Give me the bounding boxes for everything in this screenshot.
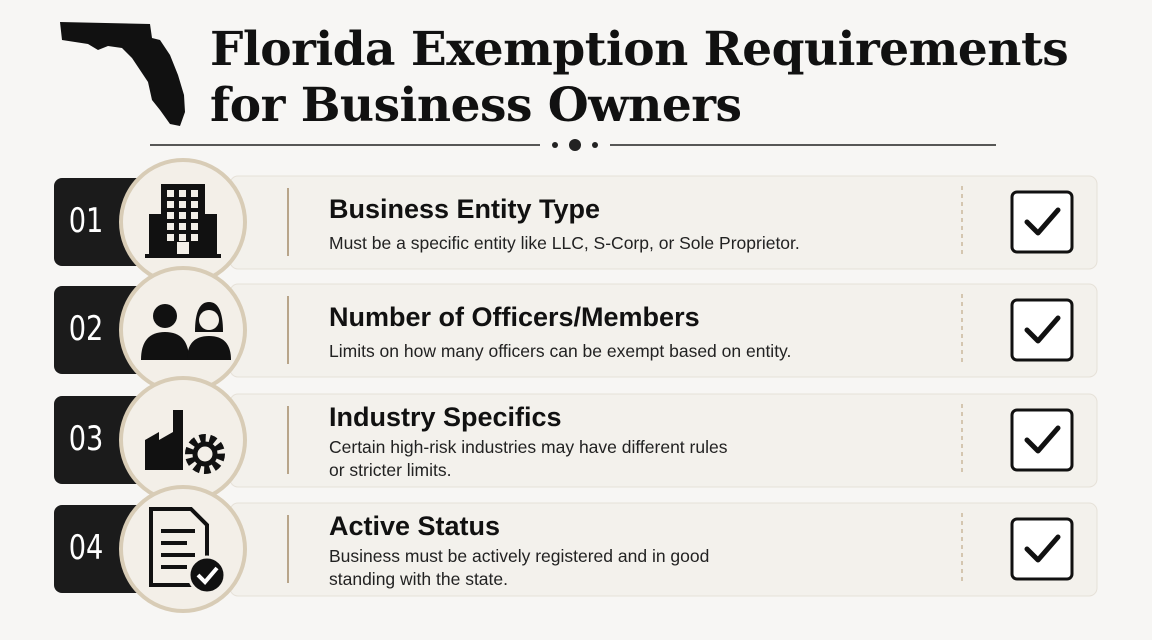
icon <box>179 201 186 208</box>
item-heading: Industry Specifics <box>329 402 562 432</box>
icon <box>153 304 177 328</box>
icon <box>187 336 231 360</box>
checkmark <box>1024 315 1061 344</box>
icon <box>177 242 189 254</box>
item-description: Business must be actively registered and… <box>329 546 710 589</box>
requirement-row <box>54 158 1098 286</box>
divider-dot <box>569 139 581 151</box>
item-number: 04 <box>68 528 104 568</box>
checkbox <box>1010 298 1074 362</box>
checkbox <box>1010 408 1074 472</box>
icon <box>191 223 198 230</box>
icon <box>185 434 225 474</box>
item-heading: Number of Officers/Members <box>329 302 700 332</box>
icon <box>191 201 198 208</box>
checkbox <box>1010 190 1074 254</box>
icon <box>179 190 186 197</box>
icon <box>196 566 219 585</box>
item-number: 01 <box>68 201 104 241</box>
icon-circle <box>119 485 247 613</box>
icon <box>187 555 227 595</box>
icon <box>167 223 174 230</box>
icon <box>191 234 198 241</box>
florida-map <box>60 22 185 126</box>
icon <box>149 507 209 587</box>
icon <box>145 410 183 470</box>
title-line: Florida Exemption Requirements <box>210 22 1069 77</box>
checkmark <box>1024 425 1061 454</box>
icon-circle <box>119 266 247 394</box>
icon <box>191 190 198 197</box>
item-heading: Active Status <box>329 511 501 541</box>
icon <box>192 441 218 467</box>
icon <box>141 332 189 360</box>
requirement-row <box>54 485 1098 613</box>
divider-dot <box>592 142 598 148</box>
item-description: Certain high-risk industries may have di… <box>329 437 728 480</box>
icon <box>199 310 219 330</box>
title-line: for Business Owners <box>210 78 742 133</box>
icon <box>179 234 186 241</box>
checkmark <box>1024 207 1061 236</box>
icon <box>167 190 174 197</box>
icon <box>167 234 174 241</box>
icon <box>179 212 186 219</box>
requirement-row <box>54 376 1098 504</box>
item-heading: Business Entity Type <box>329 194 601 224</box>
icon <box>167 212 174 219</box>
item-number: 03 <box>68 419 104 459</box>
icon <box>179 223 186 230</box>
icon <box>145 254 221 258</box>
item-description: Limits on how many officers can be exemp… <box>329 341 792 361</box>
divider-dot <box>552 142 558 148</box>
item-number: 02 <box>68 309 104 349</box>
icon <box>149 214 163 254</box>
icon <box>203 214 217 254</box>
item-description: Must be a specific entity like LLC, S-Co… <box>329 233 800 253</box>
checkmark <box>1024 534 1061 563</box>
requirement-row <box>54 266 1098 394</box>
checkbox <box>1010 517 1074 581</box>
icon <box>167 201 174 208</box>
icon <box>191 212 198 219</box>
